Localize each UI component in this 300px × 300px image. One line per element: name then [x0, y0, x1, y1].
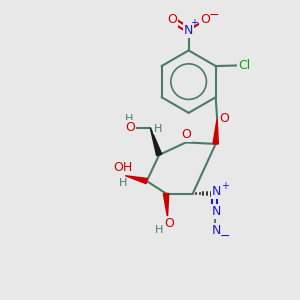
Text: −: −: [209, 9, 219, 22]
Text: −: −: [220, 230, 230, 242]
Text: Cl: Cl: [238, 59, 250, 72]
Polygon shape: [164, 194, 169, 217]
Text: H: H: [154, 124, 162, 134]
Text: H: H: [154, 225, 163, 236]
Text: N: N: [212, 205, 221, 218]
Text: O: O: [181, 128, 191, 142]
Text: O: O: [125, 121, 135, 134]
Text: H: H: [125, 114, 134, 124]
Text: O: O: [168, 13, 178, 26]
Polygon shape: [125, 176, 147, 184]
Text: O: O: [219, 112, 229, 125]
Text: OH: OH: [113, 161, 133, 174]
Text: +: +: [190, 18, 198, 28]
Text: N: N: [212, 224, 221, 237]
Text: H: H: [119, 178, 127, 188]
Text: N: N: [184, 24, 193, 37]
Text: N: N: [212, 185, 221, 198]
Text: +: +: [220, 181, 229, 191]
Text: O: O: [164, 218, 174, 230]
Text: O: O: [200, 13, 210, 26]
Polygon shape: [150, 128, 162, 156]
Polygon shape: [213, 118, 218, 144]
